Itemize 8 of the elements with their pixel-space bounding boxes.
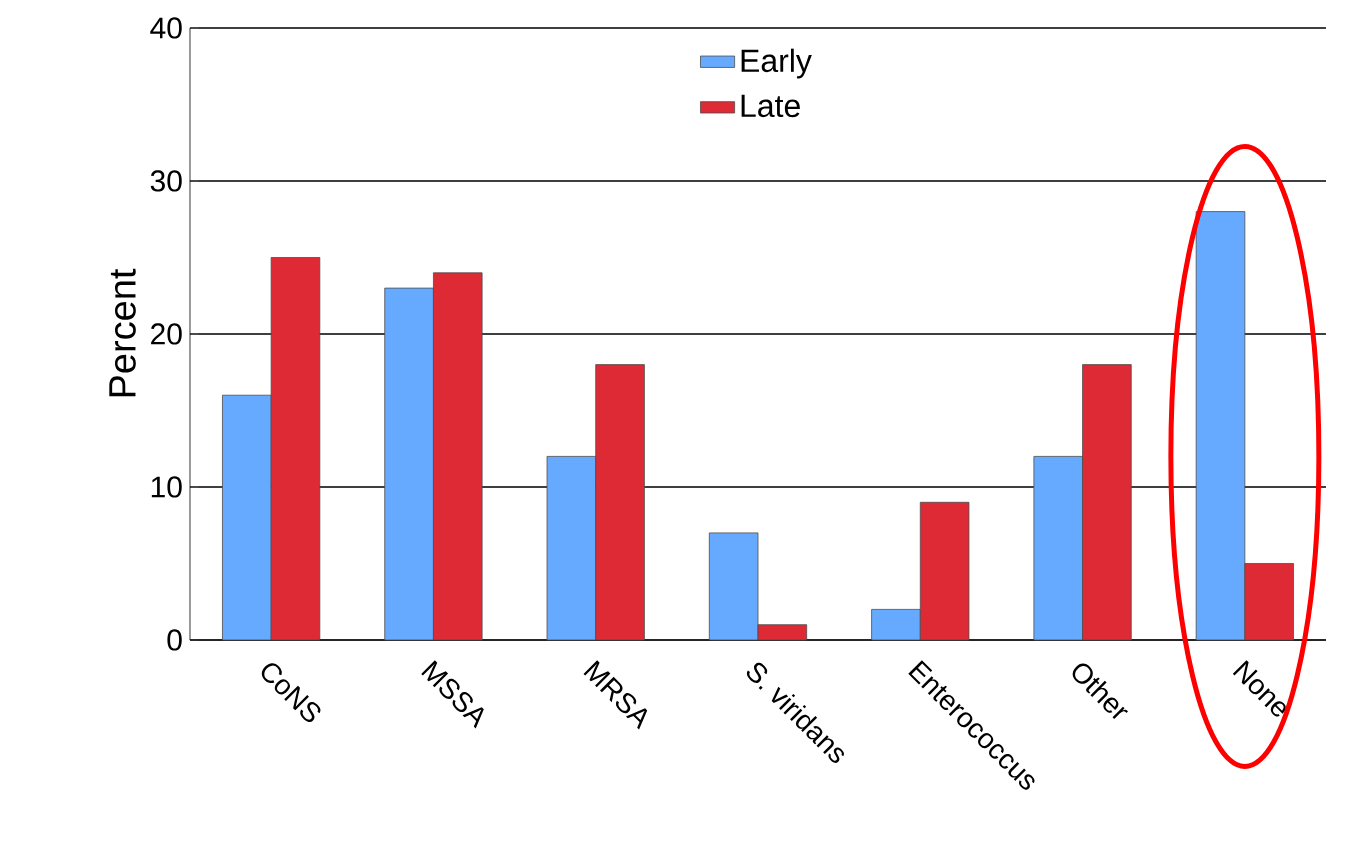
y-tick-label: 10 xyxy=(151,476,182,498)
y-tick-label: 0 xyxy=(167,629,182,651)
legend-label: Late xyxy=(741,94,800,118)
legend-label: Early xyxy=(741,48,812,79)
y-tick-label: 40 xyxy=(150,17,182,39)
y-axis-title: Percent xyxy=(109,268,136,397)
y-tick-label: 20 xyxy=(151,323,182,345)
y-tick-label: 30 xyxy=(150,170,182,192)
